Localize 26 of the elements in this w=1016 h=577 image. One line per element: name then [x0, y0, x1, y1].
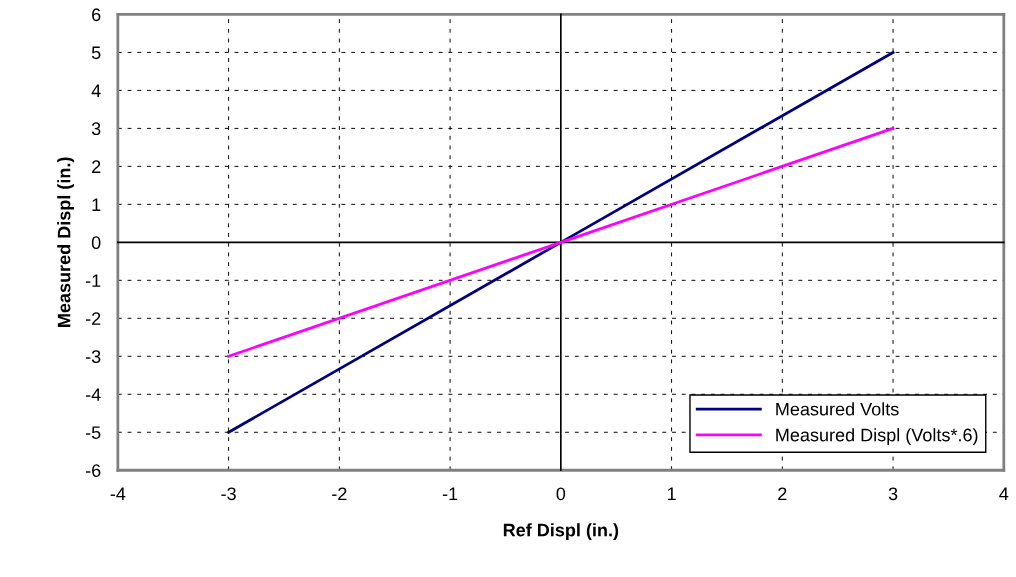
y-tick-label: 0: [91, 236, 101, 250]
y-tick-label: 2: [92, 160, 101, 173]
y-tick-label: -4: [85, 388, 101, 401]
x-tick-label: -2: [332, 487, 347, 501]
x-tick-label: 1: [667, 487, 676, 501]
y-tick-label: 6: [92, 8, 101, 22]
y-tick-label: 1: [92, 198, 101, 211]
x-tick-label: 3: [888, 487, 898, 501]
x-tick-label: -4: [110, 487, 126, 501]
y-axis-title: Measured Displ (in.): [57, 157, 75, 327]
legend-label: Measured Displ (Volts*.6): [776, 428, 978, 445]
x-axis-title: Ref Displ (in.): [503, 523, 619, 541]
y-tick-label: -2: [85, 312, 101, 325]
x-tick-label: 4: [999, 487, 1009, 501]
y-tick-label: -1: [85, 274, 101, 287]
x-tick-label: -3: [221, 487, 236, 501]
y-tick-label: -3: [85, 350, 101, 364]
legend-label: Measured Volts: [776, 402, 899, 416]
x-tick-label: -1: [442, 487, 458, 501]
y-tick-label: 5: [91, 46, 101, 60]
y-tick-label: 4: [91, 84, 101, 97]
x-tick-label: 0: [556, 487, 566, 501]
y-tick-label: 3: [91, 122, 101, 136]
y-tick-label: -5: [85, 426, 101, 439]
x-tick-label: 2: [778, 487, 787, 501]
y-tick-label: -6: [85, 464, 101, 477]
